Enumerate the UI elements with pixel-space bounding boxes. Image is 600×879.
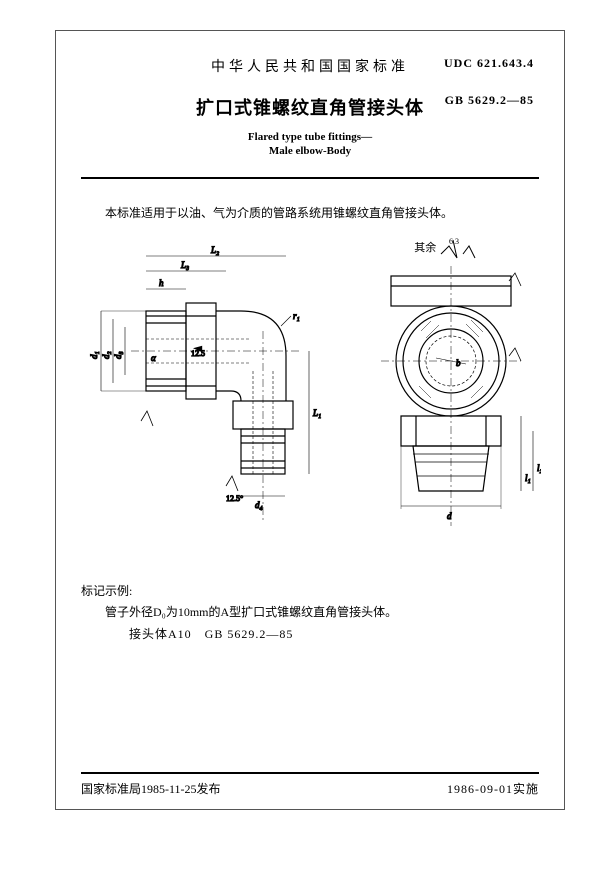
svg-text:L₂: L₂ [210,245,219,255]
gb-code: GB 5629.2—85 [445,93,534,108]
page-frame: UDC 621.643.4 GB 5629.2—85 中华人民共和国国家标准 扩… [55,30,565,810]
footer-issued: 国家标准局1985-11-25发布 [81,780,221,797]
svg-text:L₁: L₁ [312,408,321,418]
rest-text: 其余 [414,242,436,254]
svg-text:l₁: l₁ [525,473,531,483]
marking-example: 标记示例: 管子外径D₀为10mm的A型扩口式锥螺纹直角管接头体。 接头体A10… [81,581,539,646]
svg-text:h: h [159,278,164,288]
footer: 国家标准局1985-11-25发布 1986-09-01实施 [81,772,539,797]
footer-effective: 1986-09-01实施 [447,780,539,797]
marking-line1: 管子外径D₀为10mm的A型扩口式锥螺纹直角管接头体。 [81,602,539,624]
divider-top [81,177,539,179]
svg-text:l₂: l₂ [537,463,541,473]
scope-text: 本标准适用于以油、气为介质的管路系统用锥螺纹直角管接头体。 [81,204,539,221]
udc-code: UDC 621.643.4 [444,56,534,71]
elbow-drawing-svg: L₂ L₃ h [81,236,541,546]
surface-rest-label: 其余 6.3 [414,236,479,261]
title-english: Flared type tube fittings— Male elbow-Bo… [81,130,539,159]
marking-line2: 接头体A10 GB 5629.2—85 [81,624,539,646]
title-en-line1: Flared type tube fittings— [248,131,372,143]
svg-text:d₄: d₄ [255,500,263,510]
svg-text:d: d [447,511,452,521]
technical-drawing: 其余 6.3 L₂ L₃ h [81,236,539,556]
svg-text:d₁: d₁ [89,351,99,359]
title-en-line2: Male elbow-Body [269,145,351,157]
marking-heading: 标记示例: [81,581,539,603]
svg-text:12.5°: 12.5° [226,494,243,503]
svg-text:L₃: L₃ [180,260,189,270]
svg-text:r₁: r₁ [293,311,300,321]
svg-text:d₃: d₃ [113,351,123,359]
svg-text:α: α [151,353,156,363]
svg-text:d₂: d₂ [101,351,111,359]
